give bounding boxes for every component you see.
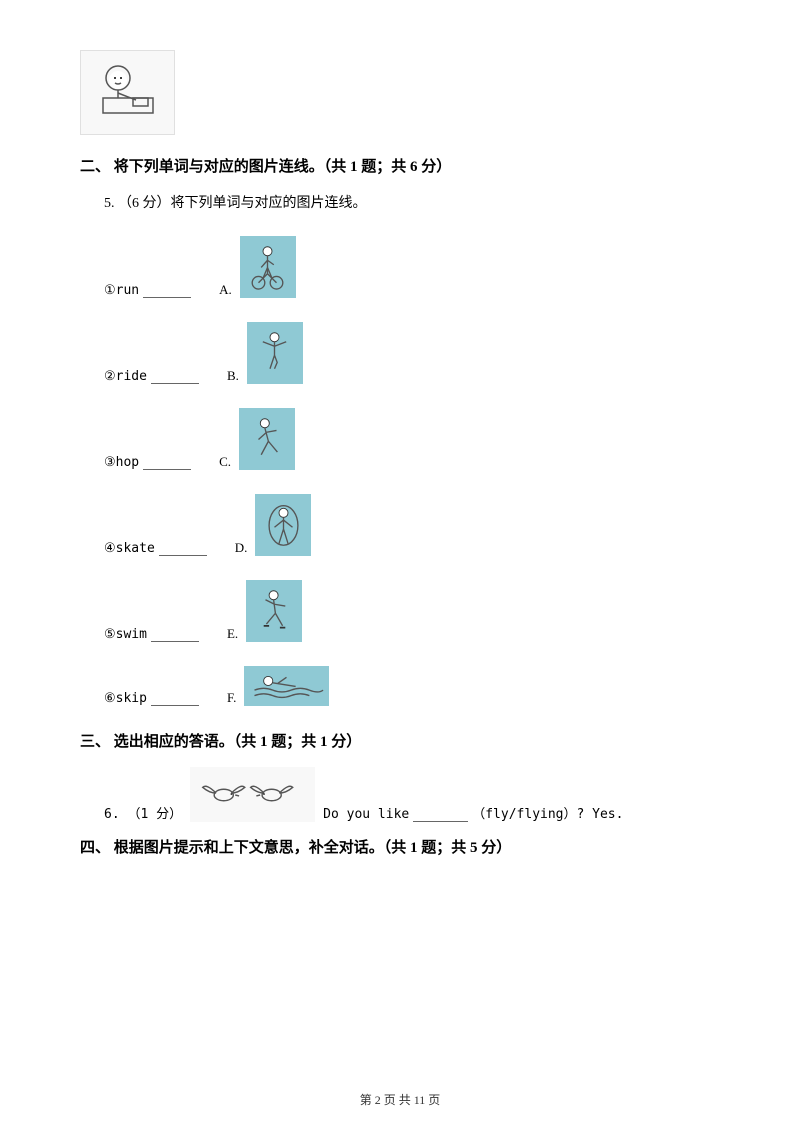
item-word-1: run — [116, 283, 139, 298]
question-6-row: 6. （1 分） Do you like （fly/flying）? Yes. — [104, 767, 720, 822]
running-image — [239, 408, 295, 470]
blank-5[interactable] — [151, 641, 199, 642]
blank-2[interactable] — [151, 383, 199, 384]
item-word-6: skip — [116, 691, 147, 706]
item-letter-5: E. — [227, 626, 238, 642]
blank-3[interactable] — [143, 469, 191, 470]
word-item-4: ④skate D. — [104, 494, 720, 556]
hopping-image — [247, 322, 303, 384]
word-item-5: ⑤swim E. — [104, 580, 720, 642]
birds-flying-image — [190, 767, 315, 822]
section-3-title: 三、 选出相应的答语。（共 1 题；共 1 分） — [80, 730, 720, 751]
swimming-image — [244, 666, 329, 706]
item-letter-4: D. — [235, 540, 248, 556]
item-word-2: ride — [116, 369, 147, 384]
blank-1[interactable] — [143, 297, 191, 298]
item-num-2: ② — [104, 369, 116, 384]
blank-4[interactable] — [159, 555, 207, 556]
question-6-prefix: 6. （1 分） — [104, 803, 182, 822]
section-4-title: 四、 根据图片提示和上下文意思，补全对话。（共 1 题；共 5 分） — [80, 836, 720, 857]
page-footer: 第 2 页 共 11 页 — [0, 1091, 800, 1108]
word-item-2: ②ride B. — [104, 322, 720, 384]
item-word-4: skate — [116, 541, 155, 556]
item-word-5: swim — [116, 627, 147, 642]
question-5-intro: 5. （6 分）将下列单词与对应的图片连线。 — [104, 192, 720, 212]
section-2-title: 二、 将下列单词与对应的图片连线。（共 1 题；共 6 分） — [80, 155, 720, 176]
question-6-text2: （fly/flying）? Yes. — [472, 803, 623, 822]
word-item-1: ①run A. — [104, 236, 720, 298]
item-word-3: hop — [116, 455, 139, 470]
question-6-blank[interactable] — [413, 821, 468, 822]
item-num-3: ③ — [104, 455, 116, 470]
item-num-1: ① — [104, 283, 116, 298]
bike-riding-image — [240, 236, 296, 298]
student-at-desk-image — [80, 50, 175, 135]
item-letter-1: A. — [219, 282, 232, 298]
item-num-6: ⑥ — [104, 691, 116, 706]
item-num-4: ④ — [104, 541, 116, 556]
item-letter-6: F. — [227, 690, 236, 706]
blank-6[interactable] — [151, 705, 199, 706]
word-item-6: ⑥skip F. — [104, 666, 720, 706]
item-letter-2: B. — [227, 368, 239, 384]
skipping-image — [255, 494, 311, 556]
item-num-5: ⑤ — [104, 627, 116, 642]
item-letter-3: C. — [219, 454, 231, 470]
skating-image — [246, 580, 302, 642]
question-6-text1: Do you like — [323, 807, 409, 822]
word-item-3: ③hop C. — [104, 408, 720, 470]
